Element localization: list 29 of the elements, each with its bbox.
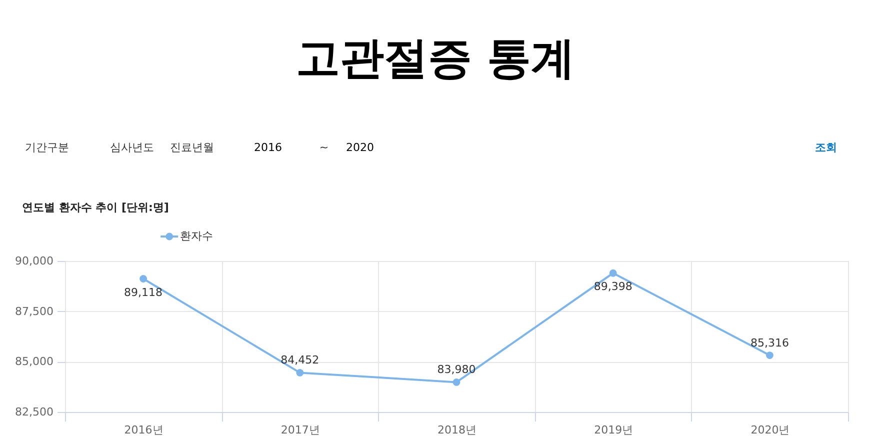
text: 심사년도 bbox=[110, 141, 154, 154]
x-tick-label: 2020년 bbox=[750, 424, 790, 436]
text: 조회 bbox=[815, 141, 837, 154]
y-tick-label: 87,500 bbox=[15, 304, 54, 318]
text: 진료년월 bbox=[170, 141, 214, 154]
y-tick-label: 82,500 bbox=[15, 406, 54, 418]
data-label: 85,316 bbox=[750, 336, 789, 350]
point bbox=[296, 369, 304, 376]
x-tick-label: 2018년 bbox=[438, 424, 476, 436]
data-label: 89,398 bbox=[594, 280, 632, 294]
data-label: 89,118 bbox=[124, 286, 163, 299]
data-label: 83,980 bbox=[437, 363, 476, 376]
x-tick-label: 2019년 bbox=[594, 424, 634, 436]
point bbox=[140, 275, 148, 282]
chart-subtitle: 연도별 환자수 추이 [단위:명] bbox=[22, 201, 169, 214]
y-tick-label: 90,000 bbox=[15, 254, 54, 268]
data-label: 84,452 bbox=[280, 354, 320, 367]
x-tick-label: 2017년 bbox=[280, 424, 320, 436]
text: 기간구분 bbox=[25, 141, 69, 154]
chart-title: 고관절증 통계 bbox=[296, 33, 576, 84]
text: 2020 bbox=[346, 141, 374, 154]
text: ~ bbox=[319, 141, 329, 154]
x-tick-label: 2016년 bbox=[124, 424, 164, 436]
point bbox=[609, 269, 617, 277]
text: 2016 bbox=[254, 141, 282, 154]
y-tick-label: 85,000 bbox=[15, 355, 54, 368]
point bbox=[452, 378, 460, 386]
legend-label: 환자수 bbox=[180, 230, 213, 242]
point bbox=[766, 352, 774, 360]
